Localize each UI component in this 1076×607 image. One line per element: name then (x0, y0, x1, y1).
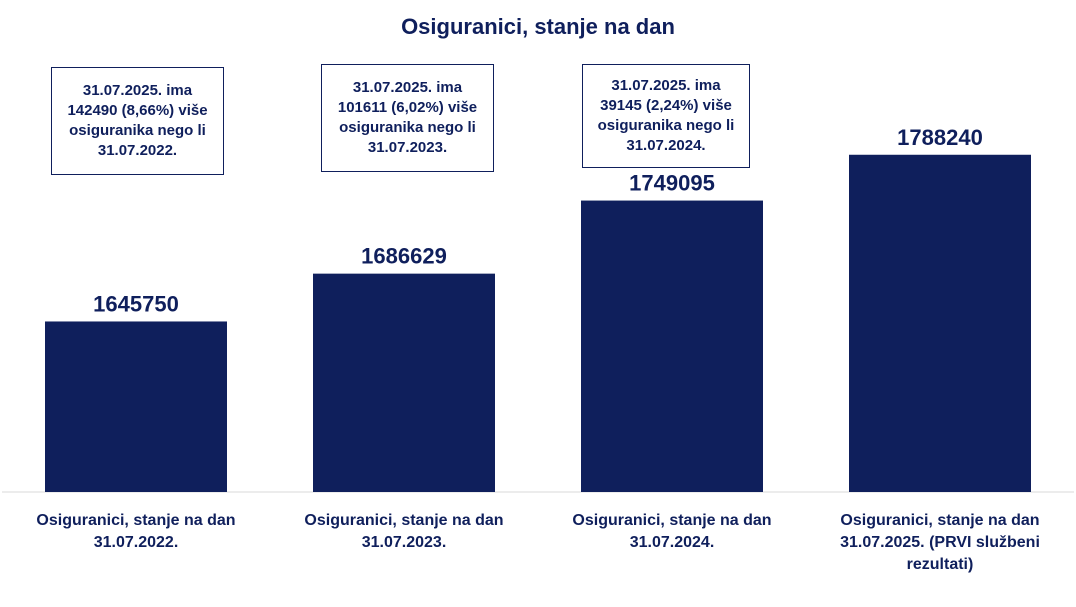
annotation-box-2023: 31.07.2025. ima 101611 (6,02%) više osig… (321, 64, 494, 172)
chart-title: Osiguranici, stanje na dan (401, 14, 675, 39)
bar-2 (581, 200, 763, 493)
value-label-0: 1645750 (93, 291, 179, 316)
category-label-2025: Osiguranici, stanje na dan 31.07.2025. (… (840, 512, 1040, 573)
bar-1 (313, 273, 495, 492)
category-label-2024: Osiguranici, stanje na dan 31.07.2024. (572, 512, 772, 551)
annotation-box-2022: 31.07.2025. ima 142490 (8,66%) više osig… (51, 67, 224, 175)
category-label-2023: Osiguranici, stanje na dan 31.07.2023. (304, 512, 504, 551)
value-label-2: 1749095 (629, 171, 715, 196)
annotation-box-2024: 31.07.2025. ima 39145 (2,24%) više osigu… (582, 64, 750, 168)
value-label-3: 1788240 (897, 125, 983, 150)
category-label-2022: Osiguranici, stanje na dan 31.07.2022. (36, 512, 236, 551)
bar-3 (849, 154, 1031, 492)
value-label-1: 1686629 (361, 244, 447, 269)
bar-0 (45, 321, 227, 492)
